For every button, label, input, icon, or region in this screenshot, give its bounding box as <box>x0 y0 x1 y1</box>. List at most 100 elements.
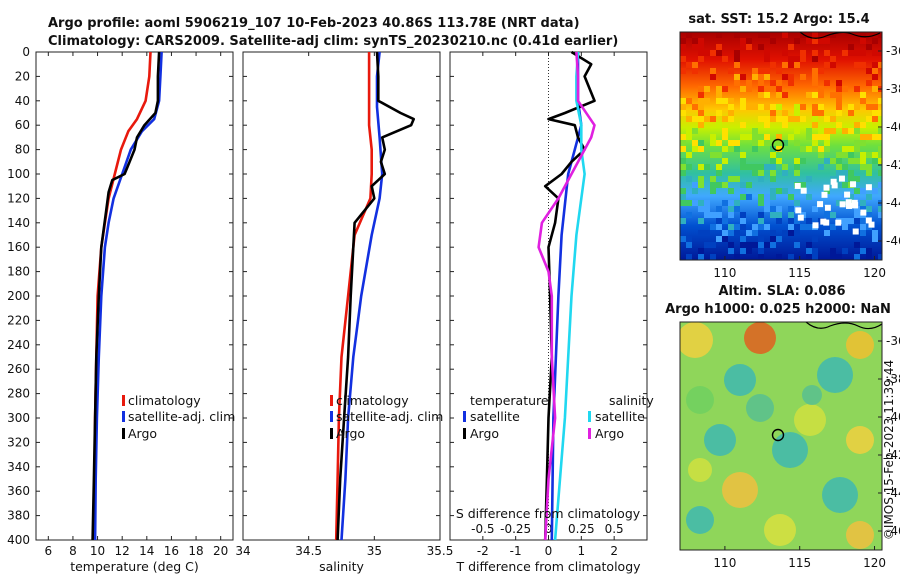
sst-cell <box>794 200 800 206</box>
sst-cell <box>686 176 692 182</box>
sst-cell <box>794 158 800 164</box>
sst-cell <box>710 188 716 194</box>
sst-cell <box>842 218 848 224</box>
sst-missing-cell <box>839 201 846 208</box>
sst-cell <box>758 116 764 122</box>
sst-cell <box>836 158 842 164</box>
sst-cell <box>812 206 818 212</box>
sst-cell <box>758 242 764 248</box>
sst-cell <box>794 128 800 134</box>
sst-cell <box>722 230 728 236</box>
sst-cell <box>710 182 716 188</box>
series-line-temperature-satellite <box>550 52 583 541</box>
sst-cell <box>848 146 854 152</box>
sst-cell <box>680 200 686 206</box>
legend-swatch-s-argo <box>588 428 591 439</box>
sst-cell <box>752 68 758 74</box>
series-line-argo <box>91 51 161 541</box>
sst-cell <box>764 50 770 56</box>
sst-cell <box>866 254 872 260</box>
sst-cell <box>854 158 860 164</box>
sst-cell <box>698 116 704 122</box>
sst-cell <box>752 128 758 134</box>
sst-cell <box>764 116 770 122</box>
sst-cell <box>746 248 752 254</box>
sst-missing-cell <box>794 182 801 189</box>
sst-cell <box>722 146 728 152</box>
sst-cell <box>878 170 882 176</box>
series-line-salinity-satellite <box>553 51 586 541</box>
sst-cell <box>854 254 860 260</box>
sst-cell <box>818 92 824 98</box>
sst-cell <box>824 62 830 68</box>
map-x-tick-label: 115 <box>788 266 811 280</box>
difference-panel: -2 -1 0 1 2 -0.5 -0.25 0 0.25 0.5 S difference f… <box>449 50 654 574</box>
sst-cell <box>794 110 800 116</box>
sst-cell <box>686 128 692 134</box>
sst-cell <box>734 62 740 68</box>
sst-cell <box>740 248 746 254</box>
imos-credit: ©IMOS 15-Feb-2023 11:39:44 <box>882 360 896 540</box>
sst-cell <box>818 134 824 140</box>
x-tick-label: 8 <box>69 544 77 558</box>
sst-cell <box>758 248 764 254</box>
sst-cell <box>818 68 824 74</box>
x-tick-label: 35.5 <box>427 544 454 558</box>
sst-cell <box>746 104 752 110</box>
sst-cell <box>782 62 788 68</box>
s-tick-label: 0 <box>545 522 553 536</box>
sst-cell <box>710 134 716 140</box>
sst-cell <box>788 74 794 80</box>
sst-cell <box>866 194 872 200</box>
sst-cell <box>818 110 824 116</box>
sst-cell <box>878 32 882 38</box>
sst-cell <box>734 140 740 146</box>
sst-cell <box>782 164 788 170</box>
sst-cell <box>848 152 854 158</box>
sst-cell <box>788 212 794 218</box>
sst-cell <box>878 182 882 188</box>
sst-cell <box>698 146 704 152</box>
sst-cell <box>806 218 812 224</box>
sst-cell <box>836 170 842 176</box>
sst-cell <box>776 236 782 242</box>
sst-cell <box>704 50 710 56</box>
sst-cell <box>836 86 842 92</box>
sst-cell <box>872 152 878 158</box>
sst-cell <box>758 74 764 80</box>
sla-eddy <box>764 514 796 546</box>
sst-cell <box>824 212 830 218</box>
map-y-tick-label: -40 <box>886 410 900 424</box>
sst-cell <box>698 164 704 170</box>
sla-eddy <box>722 472 758 508</box>
sst-cell <box>680 236 686 242</box>
x-tick-label: 10 <box>90 544 105 558</box>
sst-cell <box>680 146 686 152</box>
sst-cell <box>740 98 746 104</box>
y-tick-label: 40 <box>15 94 30 108</box>
sst-cell <box>704 230 710 236</box>
y-tick-label: 120 <box>7 191 30 205</box>
legend-title-temperature: temperature <box>470 393 549 408</box>
sst-cell <box>716 50 722 56</box>
sst-cell <box>872 236 878 242</box>
sst-cell <box>734 224 740 230</box>
sst-cell <box>686 32 692 38</box>
sst-cell <box>692 104 698 110</box>
sst-missing-cell <box>830 178 837 185</box>
sst-cell <box>860 188 866 194</box>
x-tick-label: 16 <box>164 544 179 558</box>
sst-cell <box>686 164 692 170</box>
sst-cell <box>848 158 854 164</box>
sst-cell <box>704 98 710 104</box>
sst-cell <box>800 116 806 122</box>
sst-cell <box>680 218 686 224</box>
sst-cell <box>788 134 794 140</box>
sst-cell <box>776 188 782 194</box>
sst-cell <box>830 92 836 98</box>
sst-cell <box>818 152 824 158</box>
series-line-climatology <box>334 52 374 541</box>
sst-cell <box>740 134 746 140</box>
sst-cell <box>728 116 734 122</box>
sst-cell <box>788 254 794 260</box>
